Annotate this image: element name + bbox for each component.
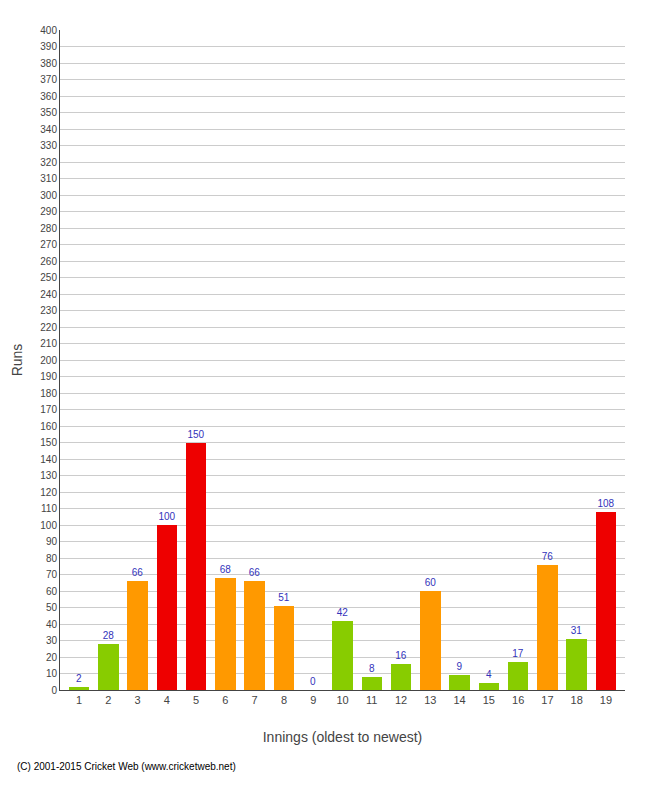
svg-text:120: 120 <box>40 487 57 498</box>
svg-text:40: 40 <box>46 619 58 630</box>
svg-text:220: 220 <box>40 322 57 333</box>
svg-text:7: 7 <box>252 694 258 706</box>
svg-text:290: 290 <box>40 206 57 217</box>
svg-text:11: 11 <box>366 694 377 706</box>
svg-text:190: 190 <box>40 371 57 382</box>
svg-text:150: 150 <box>187 429 204 440</box>
svg-text:6: 6 <box>222 694 228 706</box>
svg-text:110: 110 <box>41 503 57 514</box>
svg-text:180: 180 <box>40 388 57 399</box>
svg-text:50: 50 <box>46 602 58 613</box>
svg-text:108: 108 <box>597 498 614 509</box>
svg-text:5: 5 <box>193 694 199 706</box>
svg-text:16: 16 <box>395 650 407 661</box>
svg-text:42: 42 <box>337 607 349 618</box>
svg-text:0: 0 <box>51 685 57 696</box>
svg-text:10: 10 <box>336 694 348 706</box>
svg-text:2: 2 <box>76 673 82 684</box>
svg-text:(C) 2001-2015 Cricket Web (www: (C) 2001-2015 Cricket Web (www.cricketwe… <box>17 761 236 772</box>
svg-text:340: 340 <box>40 124 57 135</box>
svg-text:30: 30 <box>46 635 58 646</box>
svg-text:17: 17 <box>512 648 524 659</box>
svg-text:10: 10 <box>46 668 58 679</box>
svg-text:9: 9 <box>310 694 316 706</box>
svg-text:66: 66 <box>132 567 144 578</box>
svg-text:28: 28 <box>103 630 115 641</box>
svg-text:160: 160 <box>40 421 57 432</box>
svg-text:400: 400 <box>40 25 57 36</box>
svg-text:330: 330 <box>40 140 57 151</box>
svg-text:18: 18 <box>571 694 583 706</box>
svg-text:60: 60 <box>425 577 437 588</box>
svg-text:15: 15 <box>483 694 495 706</box>
svg-text:76: 76 <box>542 551 554 562</box>
svg-text:0: 0 <box>310 676 316 687</box>
svg-text:4: 4 <box>164 694 170 706</box>
svg-text:8: 8 <box>281 694 287 706</box>
svg-text:68: 68 <box>220 564 232 575</box>
svg-text:390: 390 <box>40 41 57 52</box>
svg-text:13: 13 <box>424 694 436 706</box>
svg-text:380: 380 <box>40 58 57 69</box>
svg-text:210: 210 <box>40 338 57 349</box>
svg-text:140: 140 <box>40 454 57 465</box>
svg-text:31: 31 <box>571 625 583 636</box>
svg-text:9: 9 <box>457 661 463 672</box>
svg-text:270: 270 <box>40 239 57 250</box>
svg-text:4: 4 <box>486 669 492 680</box>
svg-text:17: 17 <box>541 694 553 706</box>
svg-text:150: 150 <box>40 437 57 448</box>
svg-text:100: 100 <box>40 520 57 531</box>
svg-text:250: 250 <box>40 272 57 283</box>
svg-text:66: 66 <box>249 567 261 578</box>
svg-text:51: 51 <box>278 592 290 603</box>
svg-text:Runs: Runs <box>9 344 25 377</box>
svg-text:230: 230 <box>40 305 57 316</box>
svg-text:19: 19 <box>600 694 612 706</box>
svg-text:240: 240 <box>40 289 57 300</box>
svg-text:20: 20 <box>46 652 58 663</box>
svg-text:70: 70 <box>46 569 58 580</box>
svg-text:360: 360 <box>40 91 57 102</box>
svg-text:2: 2 <box>105 694 111 706</box>
svg-text:280: 280 <box>40 223 57 234</box>
svg-text:200: 200 <box>40 355 57 366</box>
svg-text:60: 60 <box>46 586 58 597</box>
svg-text:12: 12 <box>395 694 407 706</box>
svg-text:1: 1 <box>76 694 82 706</box>
svg-text:300: 300 <box>40 190 57 201</box>
svg-text:Innings (oldest to newest): Innings (oldest to newest) <box>263 729 423 745</box>
svg-text:310: 310 <box>40 173 57 184</box>
svg-text:100: 100 <box>158 511 175 522</box>
svg-text:14: 14 <box>453 694 465 706</box>
svg-text:320: 320 <box>40 157 57 168</box>
svg-text:8: 8 <box>369 663 375 674</box>
svg-text:260: 260 <box>40 256 57 267</box>
svg-text:350: 350 <box>40 107 57 118</box>
svg-text:90: 90 <box>46 536 58 547</box>
svg-text:16: 16 <box>512 694 524 706</box>
svg-text:170: 170 <box>40 404 57 415</box>
svg-text:80: 80 <box>46 553 58 564</box>
svg-text:130: 130 <box>40 470 57 481</box>
svg-text:370: 370 <box>40 74 57 85</box>
svg-text:3: 3 <box>135 694 141 706</box>
